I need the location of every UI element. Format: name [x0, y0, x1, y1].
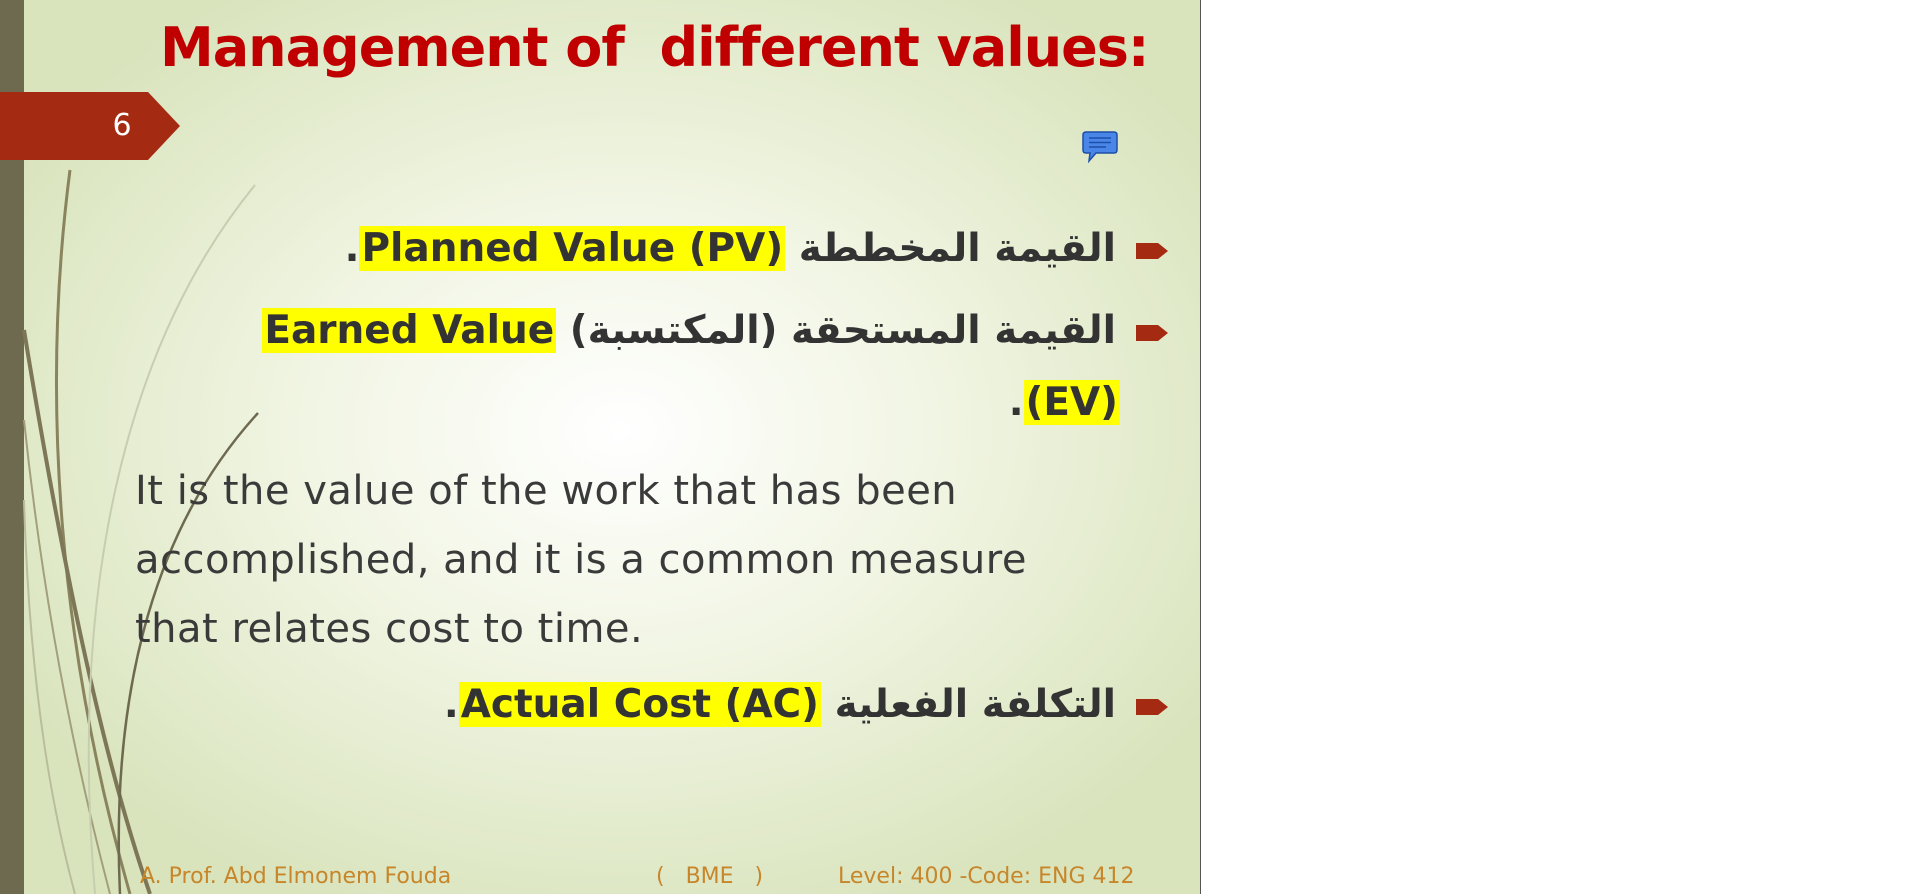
bullet-suffix: .	[443, 682, 459, 727]
bullet-arrow-icon	[1136, 325, 1168, 341]
arabic-term: القيمة المستحقة (المكتسبة)	[569, 308, 1116, 353]
bullet-suffix: .	[344, 226, 360, 271]
bullet-earned-value-continuation: .(EV)	[1009, 380, 1120, 425]
slide: Management of different values: 6 .Plann…	[0, 0, 1201, 894]
bullet-actual-cost: .Actual Cost (AC) التكلفة الفعلية	[444, 682, 1116, 727]
slide-title: Management of different values:	[160, 16, 1150, 79]
earned-value-description: It is the value of the work that has bee…	[135, 457, 1115, 664]
highlighted-term: Actual Cost (AC)	[458, 682, 821, 727]
highlighted-term: Earned Value	[262, 308, 557, 353]
bullet-arrow-icon	[1136, 243, 1168, 259]
highlighted-abbreviation: (EV)	[1023, 380, 1120, 425]
bullet-arrow-icon	[1136, 699, 1168, 715]
comment-icon[interactable]	[1082, 130, 1118, 164]
bullet-earned-value: Earned Value القيمة المستحقة (المكتسبة)	[262, 308, 1116, 353]
footer-author: A. Prof. Abd Elmonem Fouda	[140, 864, 452, 889]
decorative-swoosh-lines	[22, 169, 259, 894]
bullet-suffix: .	[1008, 380, 1024, 425]
bullet-planned-value: .Planned Value (PV) القيمة المخططة	[345, 226, 1116, 271]
page-number-tab	[0, 92, 180, 160]
footer-course: Level: 400 -Code: ENG 412	[838, 864, 1135, 889]
page-number: 6	[112, 108, 132, 143]
description-line: accomplished, and it is a common measure	[135, 537, 1027, 583]
arabic-term: القيمة المخططة	[798, 226, 1116, 271]
arabic-term: التكلفة الفعلية	[834, 682, 1116, 727]
description-line: It is the value of the work that has bee…	[135, 468, 958, 514]
highlighted-term: Planned Value (PV)	[359, 226, 786, 271]
footer-department: ( BME )	[656, 864, 764, 889]
description-line: that relates cost to time.	[135, 606, 644, 652]
